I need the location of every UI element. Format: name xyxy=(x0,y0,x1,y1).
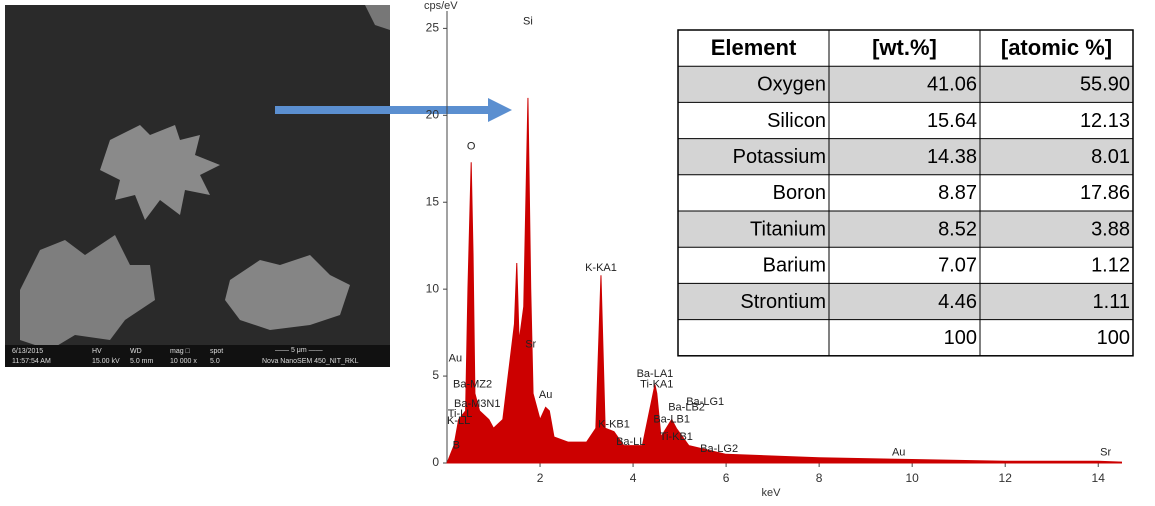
info-text: 11:57:54 AM xyxy=(12,358,51,365)
row-shade xyxy=(678,211,1133,248)
peak-label: Au xyxy=(892,446,905,458)
table-header: [atomic %] xyxy=(1001,35,1112,60)
arrow xyxy=(275,98,512,122)
info-bar-texts: 6/13/2015 11:57:54 AM HV 15.00 kV WD 5.0 mm ma… xyxy=(12,347,359,365)
info-text: —— 5 μm —— xyxy=(275,347,323,354)
table-cell: 8.87 xyxy=(938,182,977,204)
table-cell: 17.86 xyxy=(1080,182,1130,204)
arrow-shaft xyxy=(275,106,490,114)
peak-label: Ti-KB1 xyxy=(660,431,693,443)
y-tick-label: 5 xyxy=(432,368,439,382)
peak-label: Ba-LB2 xyxy=(668,401,705,413)
y-axis-label: cps/eV xyxy=(424,0,458,12)
table-cell: Boron xyxy=(773,182,826,204)
row-shade xyxy=(678,138,1133,175)
composition-table: Element [wt.%] [atomic %] Oxygen 41.06 55.90 S… xyxy=(677,29,1134,357)
peak-label: Ba-M3N1 xyxy=(454,398,500,410)
table-header: [wt.%] xyxy=(872,35,937,60)
peak-label: K-LL xyxy=(447,415,470,427)
peak-label: Au xyxy=(449,353,462,365)
arrow-head xyxy=(488,98,512,122)
table-total: 100 xyxy=(944,327,977,349)
table-cell: 1.11 xyxy=(1093,291,1130,313)
y-tick-label: 10 xyxy=(426,281,440,295)
table-cell: 4.46 xyxy=(938,291,977,313)
table-cell: 1.12 xyxy=(1091,255,1130,277)
peak-label: K-KB1 xyxy=(598,419,630,431)
table-total: 100 xyxy=(1097,327,1130,349)
info-text: mag □ xyxy=(170,348,191,355)
table-cell: Titanium xyxy=(750,218,826,240)
peak-label: Ba-LL xyxy=(616,436,645,448)
y-tick-label: 25 xyxy=(426,21,440,35)
table-cell: 8.01 xyxy=(1091,146,1130,168)
table-cell: 12.13 xyxy=(1080,110,1130,132)
peak-label: Ba-LB1 xyxy=(653,413,690,425)
peak-label: Sr xyxy=(525,339,536,351)
table-border xyxy=(677,29,1134,357)
table-cell: Barium xyxy=(763,255,826,277)
peak-label: Au xyxy=(539,389,552,401)
y-tick-label: 20 xyxy=(426,107,440,121)
peak-label: K-KA1 xyxy=(585,262,617,274)
row-shade xyxy=(678,283,1133,320)
table-header: Element xyxy=(711,35,797,60)
dendrite xyxy=(100,125,220,220)
peak-label: Ba-LA1 xyxy=(637,368,674,380)
x-tick-label: 12 xyxy=(999,471,1013,485)
table-cell: 3.88 xyxy=(1091,218,1130,240)
x-tick-label: 4 xyxy=(630,471,637,485)
info-text: 6/13/2015 xyxy=(12,348,43,355)
peak-label: Ti-KA1 xyxy=(640,379,673,391)
table-cell: 41.06 xyxy=(927,74,977,96)
info-text: 5.0 mm xyxy=(130,358,154,365)
row-shade xyxy=(678,66,1133,103)
sem-info-bar xyxy=(5,345,390,367)
info-text: WD xyxy=(130,348,142,355)
dendrite xyxy=(20,235,155,350)
info-text: spot xyxy=(210,348,223,355)
table-cell: Strontium xyxy=(740,291,826,313)
peak-label: Si xyxy=(523,15,533,27)
table-cell: 55.90 xyxy=(1080,74,1130,96)
info-text: 5.0 xyxy=(210,358,220,365)
info-text: 10 000 x xyxy=(170,358,197,365)
info-text: 15.00 kV xyxy=(92,358,120,365)
x-tick-label: 6 xyxy=(723,471,730,485)
dendrite xyxy=(365,5,390,30)
info-text: HV xyxy=(92,348,102,355)
peak-label: Ba-LG1 xyxy=(686,396,724,408)
dendrite xyxy=(225,255,350,330)
x-tick-label: 10 xyxy=(905,471,919,485)
spectrum-chart: cps/eV keV 0 5 10 15 20 25 2 4 6 8 10 12 14 Si O Au Ba-MZ2… xyxy=(424,0,1122,499)
peak-label: Ti-LL xyxy=(448,408,473,420)
peak-label: O xyxy=(467,141,476,153)
x-tick-label: 2 xyxy=(537,471,544,485)
table-cell: Oxygen xyxy=(757,74,826,96)
peak-label: Sr xyxy=(1100,446,1111,458)
y-tick-label: 0 xyxy=(432,455,439,469)
peak-label: Ba-MZ2 xyxy=(453,379,492,391)
table-cell: 8.52 xyxy=(938,218,977,240)
info-text: Nova NanoSEM 450_NIT_RKL xyxy=(262,358,359,365)
x-axis-label: keV xyxy=(762,487,782,499)
table-cell: Silicon xyxy=(767,110,826,132)
table-cell: 15.64 xyxy=(927,110,977,132)
table-cell: 7.07 xyxy=(938,255,977,277)
sem-image: 6/13/2015 11:57:54 AM HV 15.00 kV WD 5.0 mm ma… xyxy=(5,5,390,367)
peak-label: Ba-LG2 xyxy=(700,443,738,455)
table-cell: 14.38 xyxy=(927,146,977,168)
y-tick-label: 15 xyxy=(426,194,440,208)
spectrum xyxy=(446,97,1122,464)
x-tick-label: 14 xyxy=(1092,471,1106,485)
peak-label: B xyxy=(453,440,460,452)
table-cell: Potassium xyxy=(733,146,826,168)
x-tick-label: 8 xyxy=(816,471,823,485)
